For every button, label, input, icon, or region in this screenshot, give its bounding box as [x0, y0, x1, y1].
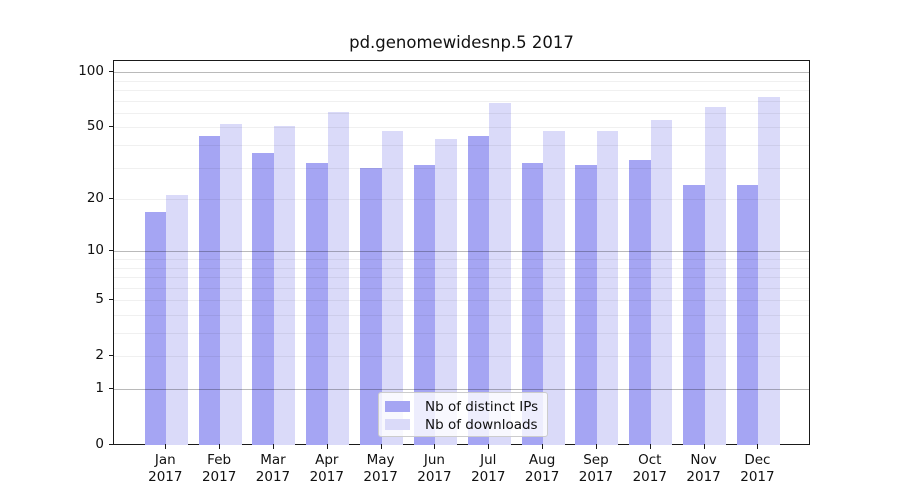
gridline-9: [114, 258, 809, 260]
bar-distinct-ips-jul: [467, 135, 490, 445]
gridline-6: [114, 287, 809, 289]
x-tick-label-jul: Jul 2017: [471, 452, 506, 485]
x-tick-label-sep: Sep 2017: [578, 452, 614, 485]
bar-distinct-ips-may: [360, 167, 382, 445]
y-tick-label-50: 50: [86, 118, 104, 135]
bar-distinct-ips-jan: [144, 211, 167, 445]
bar-downloads-nov: [704, 106, 727, 445]
gridline-7: [114, 277, 809, 279]
gridline-50: [114, 127, 809, 129]
y-tick-mark-50: [109, 126, 113, 128]
bar-downloads-jun: [435, 139, 457, 445]
bar-distinct-ips-aug: [521, 162, 544, 445]
x-tick-mark-mar: [272, 444, 274, 449]
gridline-2: [114, 356, 809, 358]
x-tick-mark-may: [380, 444, 382, 449]
bar-downloads-apr: [327, 111, 350, 445]
bar-downloads-feb: [220, 124, 242, 445]
x-tick-mark-sep: [595, 444, 597, 449]
gridline-100: [114, 72, 809, 74]
y-tick-label-2: 2: [95, 347, 104, 364]
legend-label-downloads: Nb of downloads: [425, 416, 538, 433]
y-tick-mark-1: [109, 388, 113, 389]
x-tick-mark-dec: [757, 444, 759, 449]
y-tick-mark-100: [109, 71, 113, 73]
x-tick-mark-apr: [326, 444, 328, 449]
x-tick-mark-nov: [703, 444, 705, 449]
plot-area: [113, 60, 810, 445]
y-tick-mark-10: [109, 250, 113, 252]
x-tick-label-feb: Feb 2017: [201, 452, 237, 485]
bar-downloads-jan: [166, 195, 188, 445]
x-tick-label-aug: Aug 2017: [524, 452, 560, 485]
bar-downloads-may: [381, 130, 404, 445]
x-tick-label-jun: Jun 2017: [417, 452, 452, 485]
bar-downloads-jul: [489, 102, 511, 445]
gridline-5: [114, 300, 809, 302]
bar-downloads-mar: [273, 125, 296, 445]
x-tick-label-nov: Nov 2017: [686, 452, 721, 485]
bar-downloads-sep: [596, 130, 619, 445]
x-tick-label-oct: Oct 2017: [632, 452, 667, 485]
y-tick-label-0: 0: [95, 436, 104, 452]
legend-swatch-downloads: [385, 419, 410, 430]
bars-layer: [114, 61, 809, 445]
legend-item-downloads: Nb of downloads: [385, 416, 547, 433]
x-tick-mark-oct: [649, 444, 651, 449]
bar-distinct-ips-jun: [413, 165, 436, 445]
y-tick-mark-0: [109, 444, 113, 445]
gridline-40: [114, 145, 809, 146]
bar-distinct-ips-nov: [683, 184, 705, 445]
gridline-1: [114, 389, 809, 390]
gridline-3: [114, 333, 809, 334]
bar-distinct-ips-mar: [252, 153, 274, 445]
chart-title: pd.genomewidesnp.5 2017: [349, 33, 574, 52]
x-tick-mark-jun: [434, 444, 436, 449]
y-tick-label-5: 5: [95, 291, 104, 308]
y-tick-label-1: 1: [95, 380, 104, 396]
bar-downloads-oct: [650, 119, 673, 445]
bar-distinct-ips-apr: [306, 162, 328, 445]
bar-distinct-ips-sep: [575, 165, 597, 445]
y-tick-label-100: 100: [78, 63, 104, 80]
legend-label-distinct-ips: Nb of distinct IPs: [425, 398, 539, 415]
bar-distinct-ips-oct: [629, 160, 651, 445]
gridline-90: [114, 80, 809, 82]
x-tick-label-apr: Apr 2017: [309, 452, 344, 485]
x-tick-label-dec: Dec 2017: [740, 452, 775, 485]
legend-item-distinct-ips: Nb of distinct IPs: [385, 398, 547, 415]
y-tick-label-10: 10: [86, 242, 104, 259]
y-tick-label-20: 20: [86, 190, 104, 207]
bar-downloads-aug: [543, 130, 565, 445]
gridline-70: [114, 100, 809, 102]
gridline-30: [114, 167, 809, 169]
x-tick-label-may: May 2017: [363, 452, 398, 485]
legend: Nb of distinct IPs Nb of downloads: [378, 392, 548, 437]
x-tick-label-mar: Mar 2017: [255, 452, 291, 485]
gridline-80: [114, 90, 809, 91]
legend-swatch-distinct-ips: [385, 401, 410, 412]
bar-distinct-ips-dec: [736, 184, 759, 445]
bar-distinct-ips-feb: [198, 135, 221, 445]
y-tick-mark-5: [109, 299, 113, 301]
x-tick-mark-jul: [488, 444, 490, 449]
gridline-20: [114, 199, 809, 201]
y-tick-mark-20: [109, 198, 113, 200]
grid-layer: [114, 61, 809, 444]
x-tick-label-jan: Jan 2017: [148, 452, 183, 485]
gridline-4: [114, 314, 809, 316]
x-tick-mark-feb: [219, 444, 221, 449]
x-tick-mark-jan: [165, 444, 167, 449]
gridline-60: [114, 112, 809, 114]
gridline-10: [114, 251, 809, 253]
bar-downloads-dec: [758, 97, 780, 445]
x-tick-mark-aug: [542, 444, 544, 449]
y-tick-mark-2: [109, 355, 113, 357]
gridline-8: [114, 267, 809, 269]
